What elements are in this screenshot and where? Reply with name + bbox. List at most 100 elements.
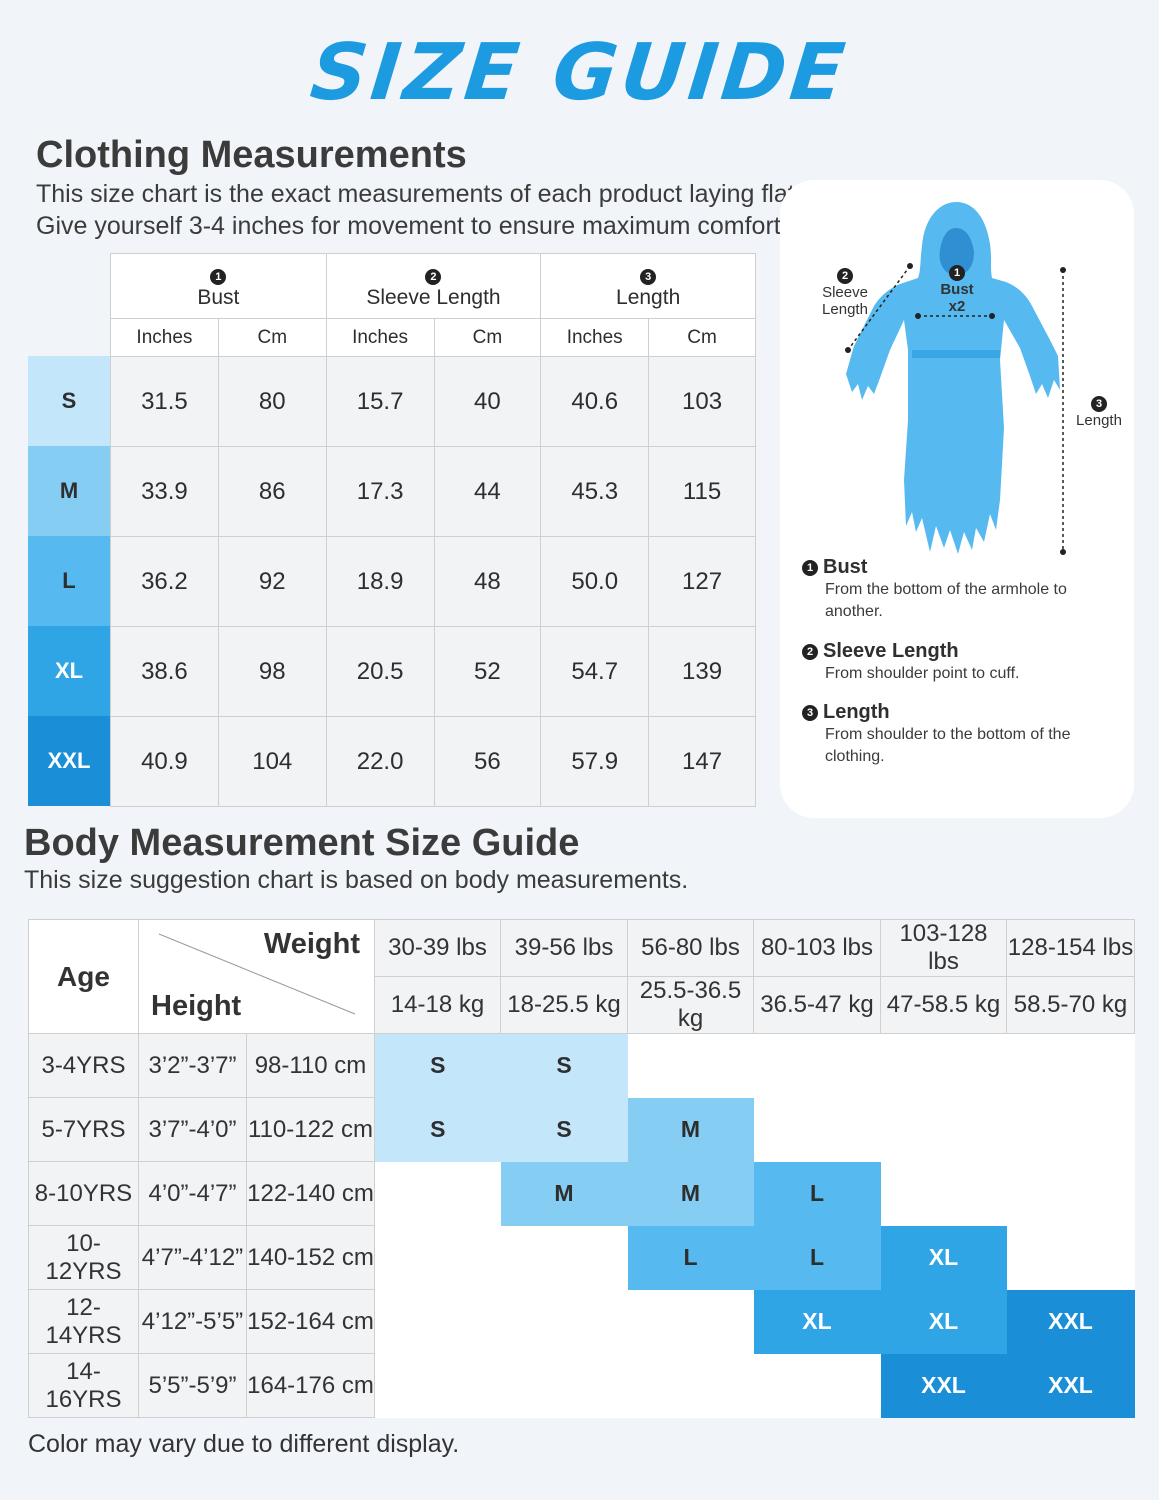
length-label: 3 Length — [1068, 394, 1130, 429]
table-row: 33.9 86 17.3 44 45.3 115 — [110, 446, 756, 537]
bust-label-line1: Bust — [940, 281, 974, 298]
measure-cell: 48 — [433, 536, 542, 627]
weight-label: Weight — [263, 928, 360, 960]
sleeve-label-line2: Length — [822, 301, 868, 318]
size-cell: XL — [753, 1289, 881, 1354]
empty-cell — [500, 1289, 628, 1354]
sleeve-label-line1: Sleeve — [822, 284, 868, 301]
group-header-0: 1 Bust — [110, 253, 327, 319]
body-description: This size suggestion chart is based on b… — [24, 866, 689, 894]
unit-header: Inches — [325, 318, 435, 357]
size-cell: M — [500, 1161, 628, 1226]
measure-cell: 40.6 — [540, 356, 650, 447]
def-title: Length — [823, 701, 890, 723]
measure-cell: 33.9 — [110, 446, 219, 537]
row-age: 10-12YRS — [28, 1225, 139, 1290]
empty-cell — [880, 1033, 1007, 1098]
weight-lbs-header: 103-128 lbs — [880, 919, 1007, 977]
weight-kg-header: 14-18 kg — [374, 976, 501, 1034]
length-num-badge: 3 — [1091, 396, 1107, 412]
empty-cell — [1006, 1097, 1135, 1162]
group-num-badge: 2 — [425, 269, 442, 285]
row-age: 12-14YRS — [28, 1289, 139, 1354]
size-label-l: L — [28, 536, 110, 626]
size-label-m: M — [28, 446, 110, 536]
empty-cell — [1006, 1161, 1135, 1226]
height-label: Height — [151, 990, 242, 1022]
size-cell: XL — [880, 1225, 1007, 1290]
weight-kg-header: 25.5-36.5 kg — [627, 976, 754, 1034]
length-label-line1: Length — [1076, 412, 1122, 429]
empty-cell — [627, 1033, 754, 1098]
measure-cell: 147 — [648, 716, 756, 807]
diagonal-divider — [158, 933, 356, 1015]
measure-cell: 52 — [433, 626, 542, 717]
empty-cell — [374, 1225, 501, 1290]
definition-bust: 1 Bust From the bottom of the armhole to … — [802, 556, 1095, 623]
size-column: S M L XL XXL — [28, 356, 110, 806]
measure-cell: 40 — [433, 356, 542, 447]
size-cell: S — [374, 1033, 501, 1098]
unit-header: Cm — [648, 318, 756, 357]
clothing-desc-line2: Give yourself 3-4 inches for movement to… — [36, 212, 788, 240]
empty-cell — [374, 1353, 501, 1418]
table-row: 5-7YRS 3’7”-4’0” 110-122 cm S S M — [28, 1097, 1135, 1162]
sleeve-num-badge: 2 — [837, 268, 853, 284]
row-age: 8-10YRS — [28, 1161, 139, 1226]
weight-kg-header: 18-25.5 kg — [500, 976, 628, 1034]
measure-cell: 18.9 — [325, 536, 435, 627]
row-age: 14-16YRS — [28, 1353, 139, 1418]
def-title: Sleeve Length — [823, 640, 959, 662]
row-height-cm: 110-122 cm — [246, 1097, 375, 1162]
clothing-table: 1 Bust 2 Sleeve Length 3 Length Inches Cm Inche… — [110, 253, 756, 807]
group-label: Length — [616, 286, 681, 309]
measure-cell: 98 — [217, 626, 327, 717]
table-row: 14-16YRS 5’5”-5’9” 164-176 cm XXL XXL — [28, 1353, 1135, 1418]
def-num-badge: 1 — [802, 559, 818, 576]
measure-cell: 57.9 — [540, 716, 650, 807]
footer-note: Color may vary due to different display. — [28, 1430, 460, 1458]
page-title: SIZE GUIDE — [306, 28, 853, 118]
weight-lbs-header: 30-39 lbs — [374, 919, 501, 977]
row-height-in: 4’0”-4’7” — [138, 1161, 247, 1226]
row-height-in: 3’2”-3’7” — [138, 1033, 247, 1098]
table-row: 36.2 92 18.9 48 50.0 127 — [110, 536, 756, 627]
unit-header: Cm — [217, 318, 327, 357]
table-row: 10-12YRS 4’7”-4’12” 140-152 cm L L XL — [28, 1225, 1135, 1290]
measure-cell: 36.2 — [110, 536, 219, 627]
measure-cell: 103 — [648, 356, 756, 447]
definition-length: 3 Length From shoulder to the bottom of t… — [802, 701, 1095, 768]
measure-cell: 45.3 — [540, 446, 650, 537]
measure-cell: 104 — [217, 716, 327, 807]
empty-cell — [753, 1097, 881, 1162]
measure-cell: 40.9 — [110, 716, 219, 807]
size-cell: XXL — [1006, 1289, 1135, 1354]
table-row: 40.9 104 22.0 56 57.9 147 — [110, 716, 756, 807]
measure-cell: 56 — [433, 716, 542, 807]
unit-header: Inches — [540, 318, 650, 357]
weight-height-header: Weight Height — [138, 919, 375, 1034]
measure-cell: 80 — [217, 356, 327, 447]
size-cell: XXL — [1006, 1353, 1135, 1418]
empty-cell — [500, 1225, 628, 1290]
robe-diagram — [845, 202, 1066, 555]
row-height-cm: 122-140 cm — [246, 1161, 375, 1226]
weight-kg-header: 58.5-70 kg — [1006, 976, 1135, 1034]
size-cell: M — [627, 1097, 754, 1162]
def-text: From the bottom of the armhole to anothe… — [825, 581, 1067, 620]
weight-lbs-header: 128-154 lbs — [1006, 919, 1135, 977]
empty-cell — [753, 1033, 881, 1098]
def-text: From shoulder point to cuff. — [825, 665, 1020, 682]
bust-label: 1 Bust x2 — [930, 263, 984, 315]
age-header: Age — [28, 919, 139, 1034]
empty-cell — [753, 1353, 881, 1418]
weight-lbs-header: 80-103 lbs — [753, 919, 881, 977]
clothing-desc-line1: This size chart is the exact measurement… — [36, 180, 802, 208]
table-row: 3-4YRS 3’2”-3’7” 98-110 cm S S — [28, 1033, 1135, 1098]
clothing-description: This size chart is the exact measurement… — [36, 178, 802, 242]
measure-cell: 139 — [648, 626, 756, 717]
row-height-cm: 140-152 cm — [246, 1225, 375, 1290]
size-label-xxl: XXL — [28, 716, 110, 806]
clothing-heading: Clothing Measurements — [36, 134, 467, 176]
empty-cell — [880, 1097, 1007, 1162]
